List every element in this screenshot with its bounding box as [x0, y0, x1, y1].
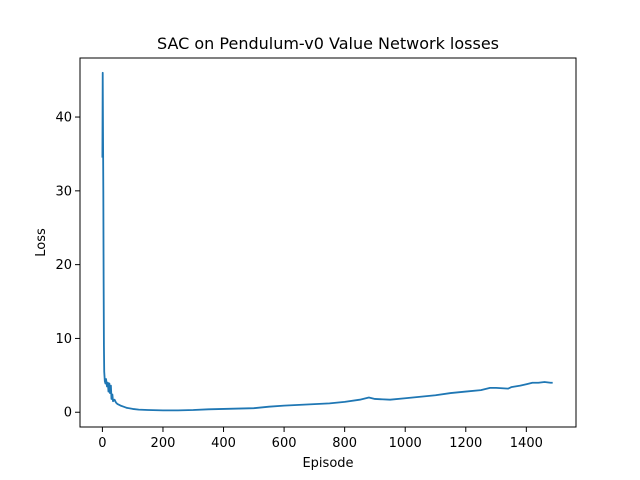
loss-series-line [101, 71, 553, 412]
y-tick-label: 10 [55, 332, 72, 347]
x-tick-label: 0 [98, 436, 106, 451]
x-ticks: 0 200 400 600 800 1000 1200 1400 [98, 427, 543, 451]
x-tick-label: 400 [211, 436, 236, 451]
x-tick-label: 800 [332, 436, 357, 451]
y-tick-label: 30 [55, 184, 72, 199]
plot-frame [79, 57, 577, 428]
y-ticks: 0 10 20 30 40 [55, 111, 80, 421]
series-layer [101, 71, 553, 412]
x-tick-label: 1200 [449, 436, 482, 451]
x-axis-label: Episode [302, 456, 353, 471]
x-tick-label: 1000 [389, 436, 422, 451]
x-tick-label: 1400 [510, 436, 543, 451]
y-tick-label: 40 [55, 111, 72, 126]
y-axis-label: Loss [34, 228, 49, 257]
x-tick-label: 200 [151, 436, 176, 451]
x-tick-label: 600 [272, 436, 297, 451]
y-tick-label: 0 [64, 406, 72, 421]
y-tick-label: 20 [55, 258, 72, 273]
chart-title: SAC on Pendulum-v0 Value Network losses [157, 34, 499, 53]
